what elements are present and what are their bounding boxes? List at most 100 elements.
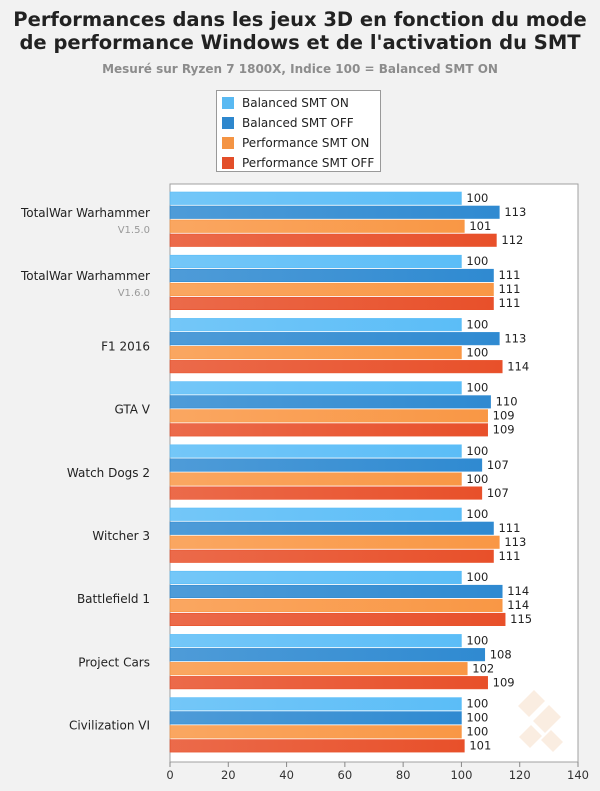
bar — [169, 507, 462, 521]
bar-value-label: 100 — [466, 317, 488, 331]
bar-value-label: 114 — [507, 598, 529, 612]
category-label: Battlefield 1 — [77, 592, 150, 606]
legend-item-performance-smt-on: Performance SMT ON — [222, 133, 375, 153]
bar — [169, 296, 494, 311]
bar — [169, 409, 488, 423]
x-tick-label: 80 — [396, 768, 411, 782]
bar — [169, 521, 494, 535]
x-tick-label: 120 — [509, 768, 531, 782]
legend-swatch — [222, 97, 234, 109]
x-tick-label: 140 — [567, 768, 589, 782]
bar — [169, 739, 465, 753]
bar — [169, 598, 503, 613]
bar-value-label: 111 — [498, 268, 520, 282]
bar-value-label: 107 — [487, 486, 509, 500]
x-tick-label: 100 — [450, 768, 472, 782]
bar — [169, 570, 462, 585]
bar — [169, 254, 462, 268]
bar — [169, 381, 462, 395]
category-group: TotalWar Warhammer V1.5.0 100 113 101 112 — [20, 191, 526, 247]
bar — [169, 458, 483, 472]
bar-value-label: 100 — [466, 711, 488, 725]
legend-label: Performance SMT ON — [242, 136, 370, 150]
bar — [169, 332, 500, 346]
x-tick-label: 0 — [166, 768, 173, 782]
bar-value-label: 101 — [469, 739, 491, 753]
category-label: TotalWar Warhammer — [20, 206, 150, 220]
bar — [169, 191, 462, 205]
bar-value-label: 100 — [466, 381, 488, 395]
bar-value-label: 112 — [501, 233, 523, 247]
bar-value-label: 100 — [466, 254, 488, 268]
bar-value-label: 109 — [493, 675, 515, 689]
bar — [169, 472, 462, 486]
bar — [169, 423, 488, 437]
category-label: TotalWar Warhammer — [20, 269, 150, 283]
bar-value-label: 107 — [487, 458, 509, 472]
bar — [169, 549, 494, 563]
bar — [169, 535, 500, 549]
category-group: F1 2016 100 113 100 114 — [101, 317, 529, 373]
bar — [169, 725, 462, 739]
bar-value-label: 111 — [498, 296, 520, 310]
legend-swatch — [222, 157, 234, 169]
bar-value-label: 109 — [493, 423, 515, 437]
bar — [169, 395, 491, 409]
chart-title-line-1: Performances dans les jeux 3D en fonctio… — [13, 8, 587, 31]
x-tick-label: 40 — [279, 768, 294, 782]
bar-value-label: 111 — [498, 549, 520, 563]
bar-value-label: 100 — [466, 633, 488, 647]
bar-value-label: 100 — [466, 472, 488, 486]
bar — [169, 360, 503, 374]
bar — [169, 612, 506, 627]
x-tick-label: 60 — [338, 768, 353, 782]
bar-value-label: 114 — [507, 359, 529, 373]
bar-value-label: 113 — [504, 331, 526, 345]
legend-label: Performance SMT OFF — [242, 156, 375, 170]
bar-value-label: 113 — [504, 535, 526, 549]
bar — [169, 233, 497, 247]
legend-label: Balanced SMT ON — [242, 96, 349, 110]
bar — [169, 268, 494, 283]
bar — [169, 346, 462, 360]
chart-title-line-2: de performance Windows et de l'activatio… — [19, 31, 581, 54]
bar — [169, 697, 462, 711]
bar-value-label: 100 — [466, 444, 488, 458]
bar-value-label: 100 — [466, 191, 488, 205]
bar-value-label: 115 — [510, 612, 532, 626]
legend-swatch — [222, 137, 234, 149]
category-label: F1 2016 — [101, 339, 150, 353]
bar — [169, 662, 468, 676]
category-sublabel: V1.5.0 — [118, 225, 150, 236]
category-label: GTA V — [114, 403, 150, 417]
category-label: Witcher 3 — [92, 529, 150, 543]
legend-item-balanced-smt-on: Balanced SMT ON — [222, 93, 375, 113]
bar-value-label: 101 — [469, 219, 491, 233]
x-tick-label: 20 — [221, 768, 236, 782]
bar — [169, 676, 488, 690]
bar-value-label: 108 — [490, 647, 512, 661]
chart-title: Performances dans les jeux 3D en fonctio… — [0, 8, 600, 54]
legend: Balanced SMT ON Balanced SMT OFF Perform… — [216, 90, 381, 172]
category-label: Project Cars — [78, 655, 150, 669]
bar-value-label: 100 — [466, 697, 488, 711]
category-label: Civilization VI — [69, 719, 150, 733]
bar — [169, 282, 494, 297]
bar-value-label: 110 — [496, 395, 518, 409]
bar-value-label: 114 — [507, 584, 529, 598]
watermark-logo — [518, 690, 563, 752]
bar-value-label: 109 — [493, 409, 515, 423]
bar — [169, 634, 462, 648]
bar — [169, 444, 462, 458]
legend-label: Balanced SMT OFF — [242, 116, 354, 130]
bar — [169, 711, 462, 725]
bar-value-label: 100 — [466, 345, 488, 359]
legend-item-balanced-smt-off: Balanced SMT OFF — [222, 113, 375, 133]
